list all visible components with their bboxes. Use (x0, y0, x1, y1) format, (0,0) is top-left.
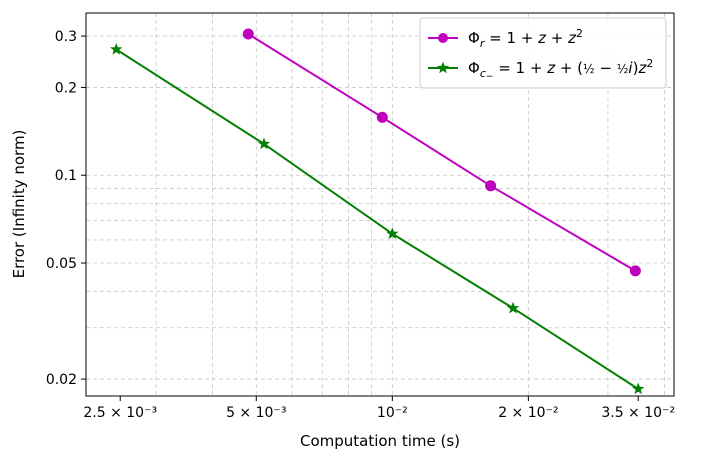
legend-frame (419, 17, 667, 89)
subscript-r: r (480, 37, 486, 50)
fraction-half: ½ (583, 62, 595, 76)
data-point-1-3 (485, 180, 497, 192)
exponent-2: 2 (576, 27, 583, 40)
data-point-2-5 (632, 382, 645, 395)
x-tick-label-3: 10⁻² (377, 405, 408, 421)
fraction-half: ½ (617, 62, 629, 76)
close-paren: ) (633, 59, 639, 77)
y-tick-label-3: 0.1 (55, 168, 77, 184)
axis-ticks: 2.5 × 10⁻³ 5 × 10⁻³ 10⁻² 2 × 10⁻² 3.5 × 10⁻²… (46, 29, 675, 421)
x-tick-label-2: 5 × 10⁻³ (226, 405, 286, 421)
data-point-2-1 (110, 42, 123, 55)
x-tick-label-5: 3.5 × 10⁻² (601, 405, 675, 421)
y-axis-label: Error (Infinity norm) (10, 130, 28, 279)
phi-symbol: Φ (468, 29, 480, 47)
legend-label-phi-r: Φr = 1 + z + z2 (468, 27, 583, 50)
plus-open-paren: + ( (555, 59, 583, 77)
var-z: z (567, 29, 577, 47)
var-z: z (537, 29, 547, 47)
series-line-1 (247, 33, 636, 272)
plot-frame (85, 12, 675, 397)
y-tick-label-5: 0.3 (55, 29, 77, 45)
subscript-minus: − (486, 72, 494, 82)
series-layer (110, 28, 645, 395)
data-point-2-4 (506, 301, 520, 314)
legend-label-phi-c: Φc− = 1 + z + (½ − ½i)z2 (468, 57, 653, 82)
legend-marker-phi-c (436, 61, 450, 74)
data-point-1-1 (242, 28, 254, 40)
data-point-2-3 (386, 227, 399, 240)
legend: Φr = 1 + z + z2 Φc− = 1 + z + (½ − ½i)z2 (419, 17, 667, 89)
plus-sign: + (546, 29, 568, 47)
data-point-1-2 (376, 111, 388, 123)
y-tick-label-4: 0.2 (55, 80, 77, 96)
data-point-1-4 (629, 265, 641, 277)
data-point-2-2 (257, 137, 271, 150)
x-tick-label-1: 2.5 × 10⁻³ (83, 405, 157, 421)
phi-r-formula: = 1 + (484, 29, 538, 47)
y-tick-label-1: 0.02 (46, 372, 77, 388)
exponent-2: 2 (646, 57, 653, 70)
x-axis-label: Computation time (s) (300, 432, 460, 450)
series-2 (110, 42, 645, 395)
var-i: i (628, 59, 633, 77)
var-z: z (637, 59, 647, 77)
series-1 (242, 28, 641, 277)
minus-sign: − (595, 59, 617, 77)
x-tick-label-4: 2 × 10⁻² (498, 405, 558, 421)
var-z: z (546, 59, 556, 77)
phi-symbol: Φ (468, 59, 480, 77)
y-tick-label-2: 0.05 (46, 256, 77, 272)
phi-c-formula: = 1 + (493, 59, 547, 77)
legend-marker-phi-r (438, 33, 448, 43)
subscript-c: c (480, 67, 486, 80)
